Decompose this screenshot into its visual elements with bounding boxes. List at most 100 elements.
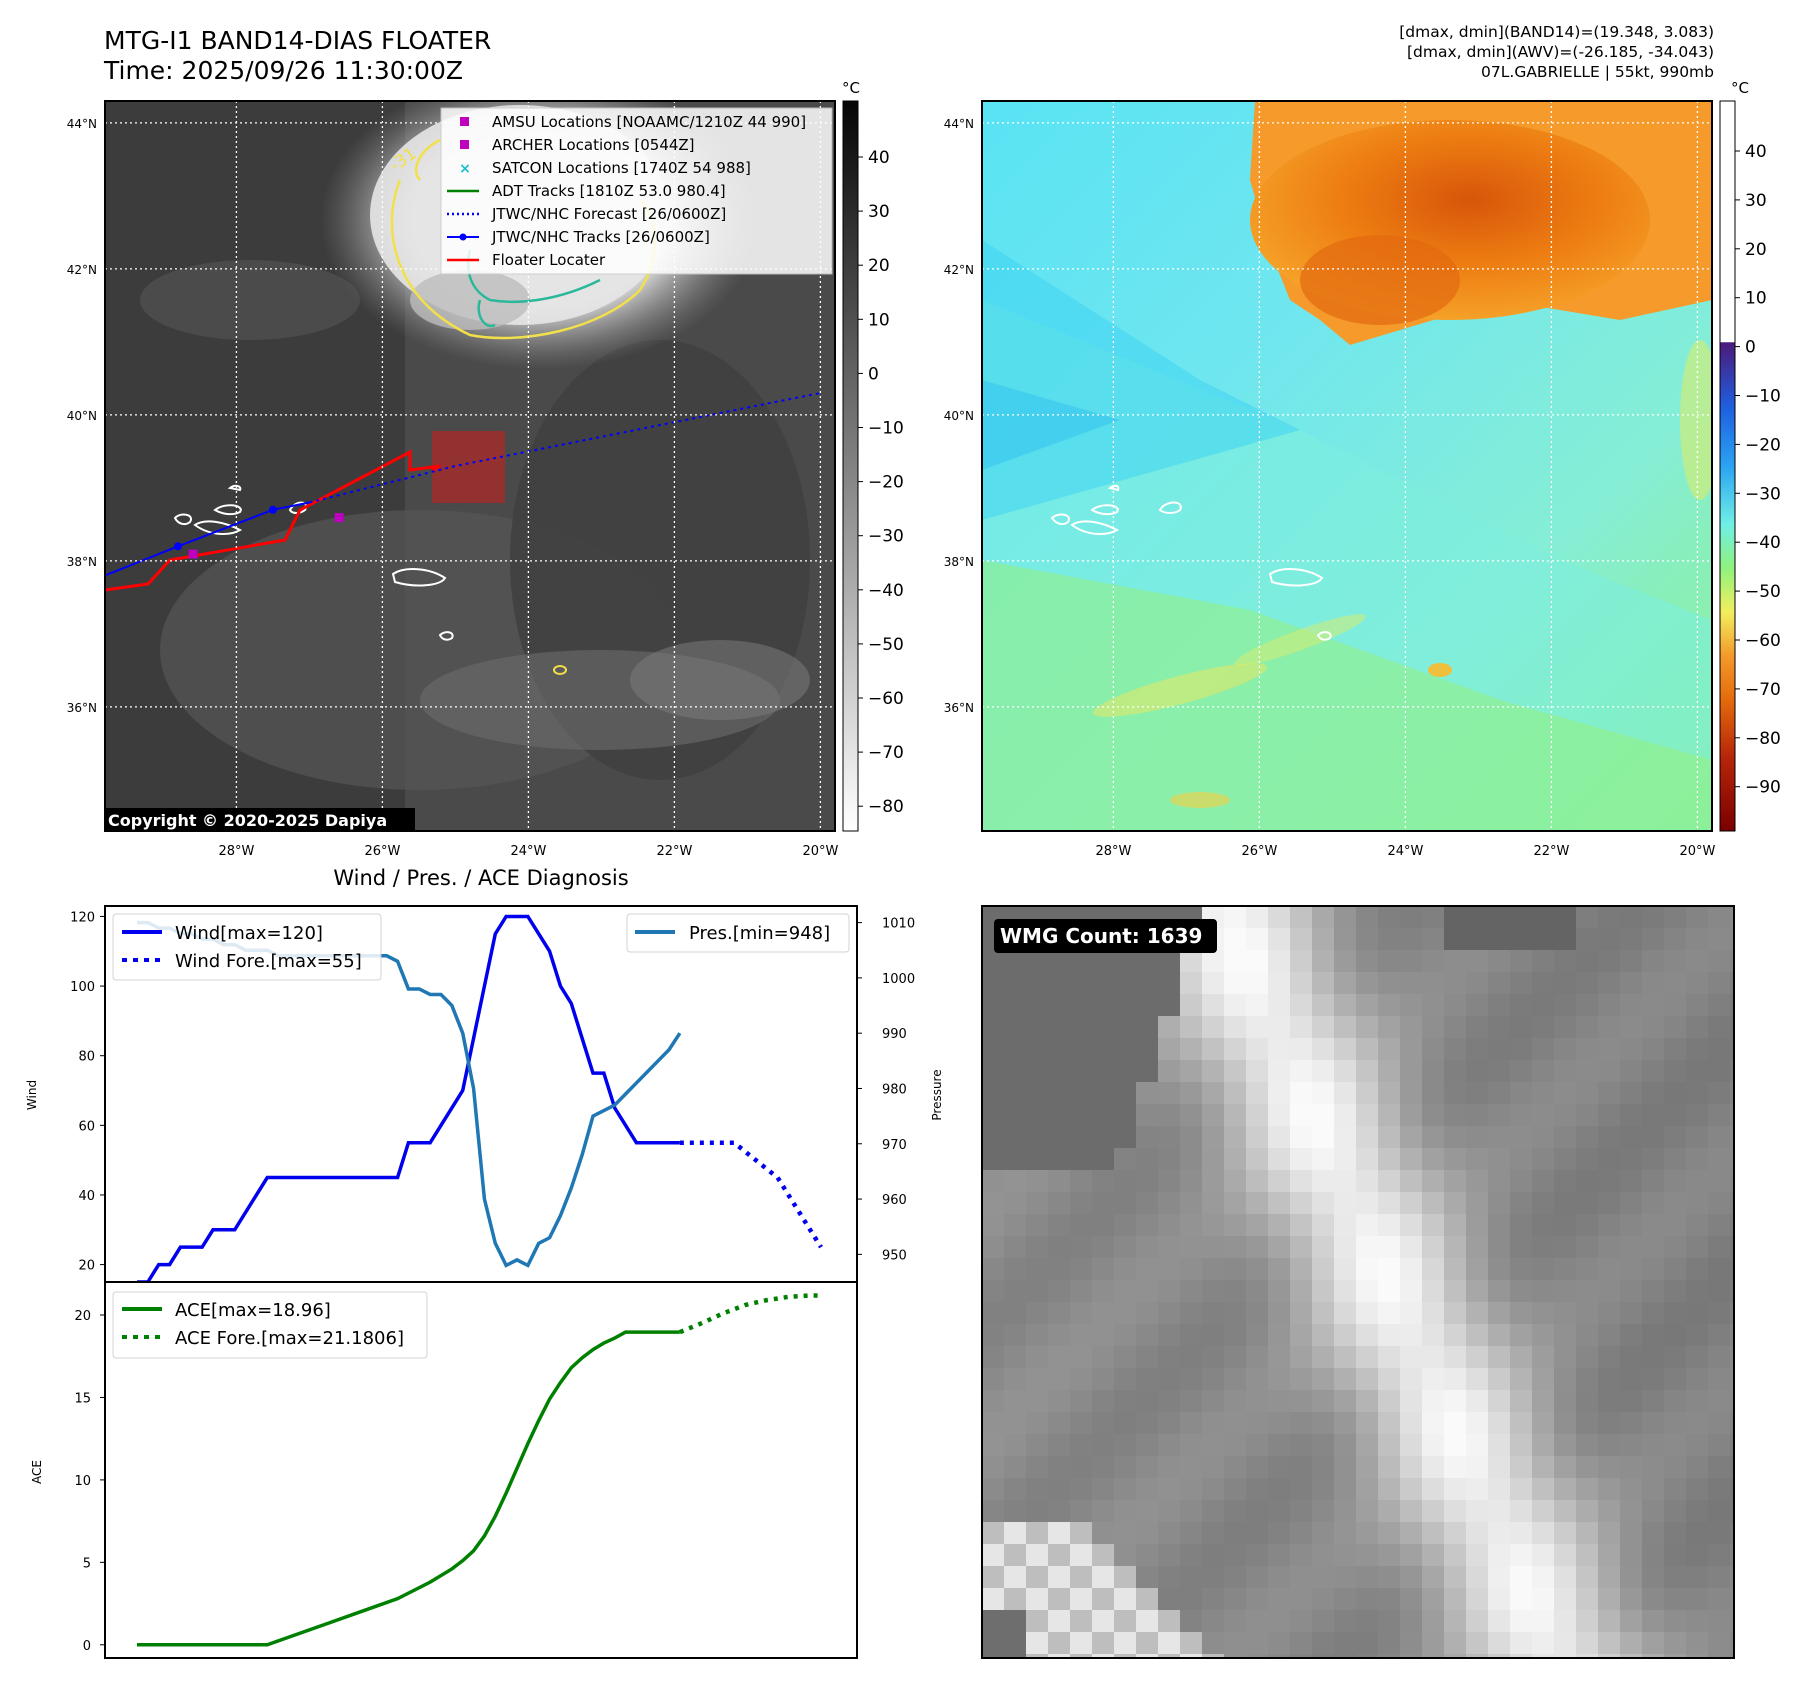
wmg-cell [1334, 906, 1356, 928]
wmg-cell [1136, 1148, 1158, 1170]
wmg-cell [1356, 994, 1378, 1016]
wmg-cell [1378, 1654, 1400, 1658]
wind-ytick-label: 20 [78, 1259, 95, 1274]
wmg-cell [1378, 1148, 1400, 1170]
wmg-cell [1686, 906, 1708, 928]
wmg-cell [1576, 1610, 1598, 1632]
wmg-cell [1180, 1412, 1202, 1434]
wmg-cell [1026, 1390, 1048, 1412]
wmg-cell [1004, 1302, 1026, 1324]
lat-tick-label: 40°N [67, 409, 97, 423]
wmg-cell [1664, 1390, 1686, 1412]
wmg-cell [1444, 1192, 1466, 1214]
wmg-cell [1532, 1544, 1554, 1566]
wmg-cell [1246, 950, 1268, 972]
wmg-cell [1158, 1610, 1180, 1632]
wmg-cell [1290, 1390, 1312, 1412]
wmg-cell [1334, 1104, 1356, 1126]
wmg-cell [1576, 1522, 1598, 1544]
wmg-cell [1466, 1434, 1488, 1456]
wmg-cell [1290, 994, 1312, 1016]
nhc-track-point [268, 505, 277, 514]
wmg-cell [1290, 1280, 1312, 1302]
colorbar-tick-label: −80 [1745, 729, 1781, 749]
wmg-cell [1730, 1016, 1734, 1038]
wmg-cell [1224, 1126, 1246, 1148]
wmg-cell [1312, 1346, 1334, 1368]
wmg-cell [1202, 1324, 1224, 1346]
wmg-cell [1224, 1368, 1246, 1390]
wmg-cell [1466, 928, 1488, 950]
wmg-cell [982, 1368, 1004, 1390]
wmg-cell [1268, 1368, 1290, 1390]
wmg-cell [1312, 1434, 1334, 1456]
wmg-cell [1620, 950, 1642, 972]
wmg-cell [1070, 1104, 1092, 1126]
wmg-cell [1092, 1324, 1114, 1346]
wmg-cell [1686, 928, 1708, 950]
wmg-cell [1070, 950, 1092, 972]
colorbar-tick-label: −50 [1745, 582, 1781, 602]
wmg-cell [1246, 1478, 1268, 1500]
wmg-cell [1048, 1060, 1070, 1082]
wmg-cell [1202, 1038, 1224, 1060]
wmg-cell [1730, 1610, 1734, 1632]
wmg-cell [1400, 1368, 1422, 1390]
wmg-cell [1334, 994, 1356, 1016]
wmg-cell [1466, 1544, 1488, 1566]
wmg-cell [1312, 1324, 1334, 1346]
wmg-cell [1510, 1192, 1532, 1214]
wmg-cell [1268, 906, 1290, 928]
wmg-cell [1664, 1170, 1686, 1192]
wmg-cell [1510, 928, 1532, 950]
wmg-cell [1576, 1390, 1598, 1412]
wmg-cell [1444, 950, 1466, 972]
lat-tick-label: 38°N [944, 555, 974, 569]
wmg-cell [1532, 1016, 1554, 1038]
wmg-cell [1202, 1148, 1224, 1170]
wmg-cell [1466, 1060, 1488, 1082]
wmg-cell [1532, 1104, 1554, 1126]
wmg-cell [1290, 1588, 1312, 1610]
wmg-cell [1488, 1654, 1510, 1658]
wmg-cell [1730, 1038, 1734, 1060]
wmg-cell [1114, 1588, 1136, 1610]
wmg-cell [1180, 1324, 1202, 1346]
wmg-cell [1202, 1434, 1224, 1456]
ace-series-line [679, 1293, 821, 1335]
time-line: Time: 2025/09/26 11:30:00Z [104, 56, 463, 85]
wmg-cell [1136, 1610, 1158, 1632]
wmg-cell [1576, 1082, 1598, 1104]
wmg-cell [1092, 1632, 1114, 1654]
wmg-cell [1400, 1060, 1422, 1082]
wmg-cell [1598, 1610, 1620, 1632]
wmg-cell [1620, 1302, 1642, 1324]
wmg-cell [1620, 1038, 1642, 1060]
wmg-cell [1070, 1368, 1092, 1390]
lat-tick-label: 40°N [944, 409, 974, 423]
wmg-cell [1158, 1654, 1180, 1658]
wmg-cell [1136, 950, 1158, 972]
wmg-cell [1730, 1104, 1734, 1126]
wmg-cell [1400, 1434, 1422, 1456]
wmg-cell [1664, 906, 1686, 928]
wmg-cell [1290, 1434, 1312, 1456]
wmg-cell [1092, 1236, 1114, 1258]
wmg-cell [1246, 1038, 1268, 1060]
wmg-panel: WMG Count: 1639 [981, 905, 1735, 1659]
wmg-cell [1312, 1478, 1334, 1500]
wmg-cell [1554, 1192, 1576, 1214]
wmg-cell [1400, 1236, 1422, 1258]
wmg-cell [1004, 1368, 1026, 1390]
wmg-cell [1356, 1258, 1378, 1280]
wmg-cell [1092, 1654, 1114, 1658]
wmg-cell [1026, 1016, 1048, 1038]
wmg-cell [1422, 1632, 1444, 1654]
wmg-cell [1268, 1632, 1290, 1654]
wmg-cell [1356, 1280, 1378, 1302]
wmg-cell [1136, 1302, 1158, 1324]
wmg-cell [1686, 1126, 1708, 1148]
wmg-cell [1554, 1588, 1576, 1610]
wmg-cell [982, 1632, 1004, 1654]
stats-line-awv: [dmax, dmin](AWV)=(-26.185, -34.043) [1407, 43, 1714, 61]
